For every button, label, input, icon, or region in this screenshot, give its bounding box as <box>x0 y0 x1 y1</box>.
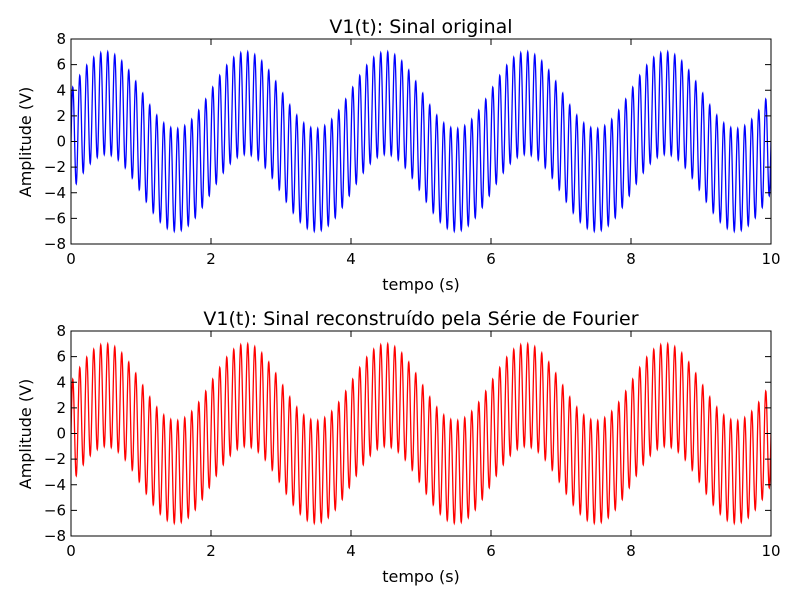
y-axis-label: Amplitude (V) <box>16 87 35 198</box>
x-axis-label: tempo (s) <box>382 567 460 586</box>
x-tick-label: 10 <box>761 250 780 268</box>
subplot-reconstructed: V1(t): Sinal reconstruído pela Série de … <box>16 308 781 586</box>
y-tick-label: −4 <box>44 476 66 494</box>
y-tick-label: 0 <box>56 425 66 443</box>
y-tick-label: −2 <box>44 450 66 468</box>
y-tick-label: −6 <box>44 209 66 227</box>
y-axis-label: Amplitude (V) <box>16 379 35 490</box>
y-tick-label: 8 <box>56 322 66 340</box>
y-tick-label: 0 <box>56 133 66 151</box>
x-tick-label: 4 <box>346 542 356 560</box>
chart-title: V1(t): Sinal original <box>329 16 512 38</box>
y-tick-label: 4 <box>56 373 66 391</box>
x-tick-label: 2 <box>206 250 216 268</box>
y-tick-label: −2 <box>44 158 66 176</box>
x-tick-label: 10 <box>761 542 780 560</box>
x-tick-label: 6 <box>486 250 496 268</box>
x-tick-label: 2 <box>206 542 216 560</box>
series-line <box>71 49 771 234</box>
y-tick-label: 6 <box>56 348 66 366</box>
plot-area: 0 2 4 6 8 10 8 6 4 2 0 −2 −4 −6 −8 <box>44 322 781 560</box>
series-line <box>71 341 771 526</box>
y-tick-label: −6 <box>44 501 66 519</box>
y-tick-label: 2 <box>56 399 66 417</box>
y-tick-label: 8 <box>56 30 66 48</box>
y-tick-label: −4 <box>44 184 66 202</box>
x-tick-label: 8 <box>626 250 636 268</box>
x-tick-label: 0 <box>66 542 76 560</box>
x-tick-label: 6 <box>486 542 496 560</box>
subplot-original: V1(t): Sinal original tempo (s) Amplitud… <box>16 16 781 294</box>
y-tick-label: 6 <box>56 56 66 74</box>
x-axis-label: tempo (s) <box>382 275 460 294</box>
x-tick-label: 8 <box>626 542 636 560</box>
x-tick-label: 0 <box>66 250 76 268</box>
plot-area: 0 2 4 6 8 10 8 6 4 2 0 −2 −4 −6 −8 <box>44 30 781 268</box>
x-tick-label: 4 <box>346 250 356 268</box>
chart-title: V1(t): Sinal reconstruído pela Série de … <box>203 308 638 330</box>
y-tick-label: −8 <box>44 235 66 253</box>
y-tick-label: 4 <box>56 81 66 99</box>
y-tick-label: 2 <box>56 107 66 125</box>
y-tick-label: −8 <box>44 527 66 545</box>
